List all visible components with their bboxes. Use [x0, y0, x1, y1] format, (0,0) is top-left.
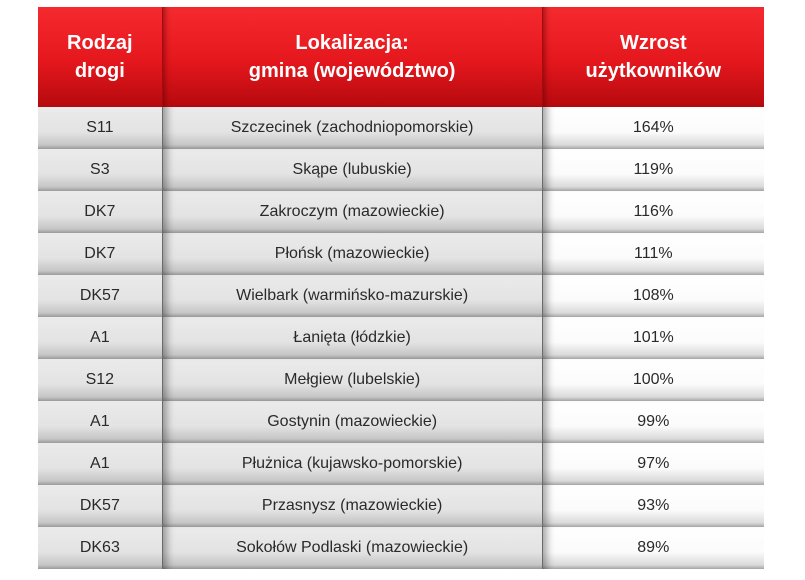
growth-cell: 108%: [541, 275, 764, 317]
table-row: DK57 Wielbark (warmińsko-mazurskie) 108%: [38, 275, 764, 317]
table-row: DK63 Sokołów Podlaski (mazowieckie) 89%: [38, 527, 764, 569]
growth-cell: 89%: [541, 527, 764, 569]
growth-cell: 119%: [541, 149, 764, 191]
location-cell: Łanięta (łódzkie): [161, 317, 542, 359]
table-row: S12 Mełgiew (lubelskie) 100%: [38, 359, 764, 401]
growth-table: Rodzaj drogi Lokalizacja: gmina (wojewód…: [38, 7, 764, 569]
table-row: A1 Łanięta (łódzkie) 101%: [38, 317, 764, 359]
road-cell: DK7: [38, 233, 162, 275]
location-cell: Przasnysz (mazowieckie): [161, 485, 542, 527]
header-location: Lokalizacja: gmina (województwo): [161, 7, 542, 107]
growth-cell: 111%: [541, 233, 764, 275]
table-row: A1 Płużnica (kujawsko-pomorskie) 97%: [38, 443, 764, 485]
header-growth-line2: użytkowników: [585, 60, 722, 82]
location-cell: Sokołów Podlaski (mazowieckie): [161, 527, 542, 569]
header-location-line1: Lokalizacja:: [295, 32, 409, 54]
header-road-type-line2: drogi: [74, 60, 125, 82]
table-row: A1 Gostynin (mazowieckie) 99%: [38, 401, 764, 443]
table-row: DK57 Przasnysz (mazowieckie) 93%: [38, 485, 764, 527]
header-road-type-line1: Rodzaj: [67, 32, 133, 54]
road-cell: A1: [38, 317, 162, 359]
table-row: S3 Skąpe (lubuskie) 119%: [38, 149, 764, 191]
location-cell: Gostynin (mazowieckie): [161, 401, 542, 443]
location-cell: Płońsk (mazowieckie): [161, 233, 542, 275]
location-cell: Szczecinek (zachodniopomorskie): [161, 107, 542, 149]
header-growth: Wzrost użytkowników: [541, 7, 764, 107]
location-cell: Skąpe (lubuskie): [161, 149, 542, 191]
header-location-line2: gmina (województwo): [248, 60, 456, 82]
location-cell: Płużnica (kujawsko-pomorskie): [161, 443, 542, 485]
growth-cell: 97%: [541, 443, 764, 485]
location-cell: Wielbark (warmińsko-mazurskie): [161, 275, 542, 317]
location-cell: Zakroczym (mazowieckie): [161, 191, 542, 233]
road-cell: A1: [38, 401, 162, 443]
road-cell: S12: [38, 359, 162, 401]
road-cell: DK63: [38, 527, 162, 569]
road-cell: DK57: [38, 485, 162, 527]
location-cell: Mełgiew (lubelskie): [161, 359, 542, 401]
growth-cell: 99%: [541, 401, 764, 443]
growth-cell: 116%: [541, 191, 764, 233]
growth-cell: 100%: [541, 359, 764, 401]
road-cell: DK57: [38, 275, 162, 317]
header-growth-line1: Wzrost: [619, 32, 687, 54]
table-row: DK7 Zakroczym (mazowieckie) 116%: [38, 191, 764, 233]
header-road-type: Rodzaj drogi: [38, 7, 162, 107]
growth-cell: 164%: [541, 107, 764, 149]
table-header: Rodzaj drogi Lokalizacja: gmina (wojewód…: [38, 7, 764, 107]
growth-cell: 93%: [541, 485, 764, 527]
growth-cell: 101%: [541, 317, 764, 359]
table-row: S11 Szczecinek (zachodniopomorskie) 164%: [38, 107, 764, 149]
table-row: DK7 Płońsk (mazowieckie) 111%: [38, 233, 764, 275]
road-cell: S3: [38, 149, 162, 191]
road-cell: S11: [38, 107, 162, 149]
road-cell: A1: [38, 443, 162, 485]
road-cell: DK7: [38, 191, 162, 233]
